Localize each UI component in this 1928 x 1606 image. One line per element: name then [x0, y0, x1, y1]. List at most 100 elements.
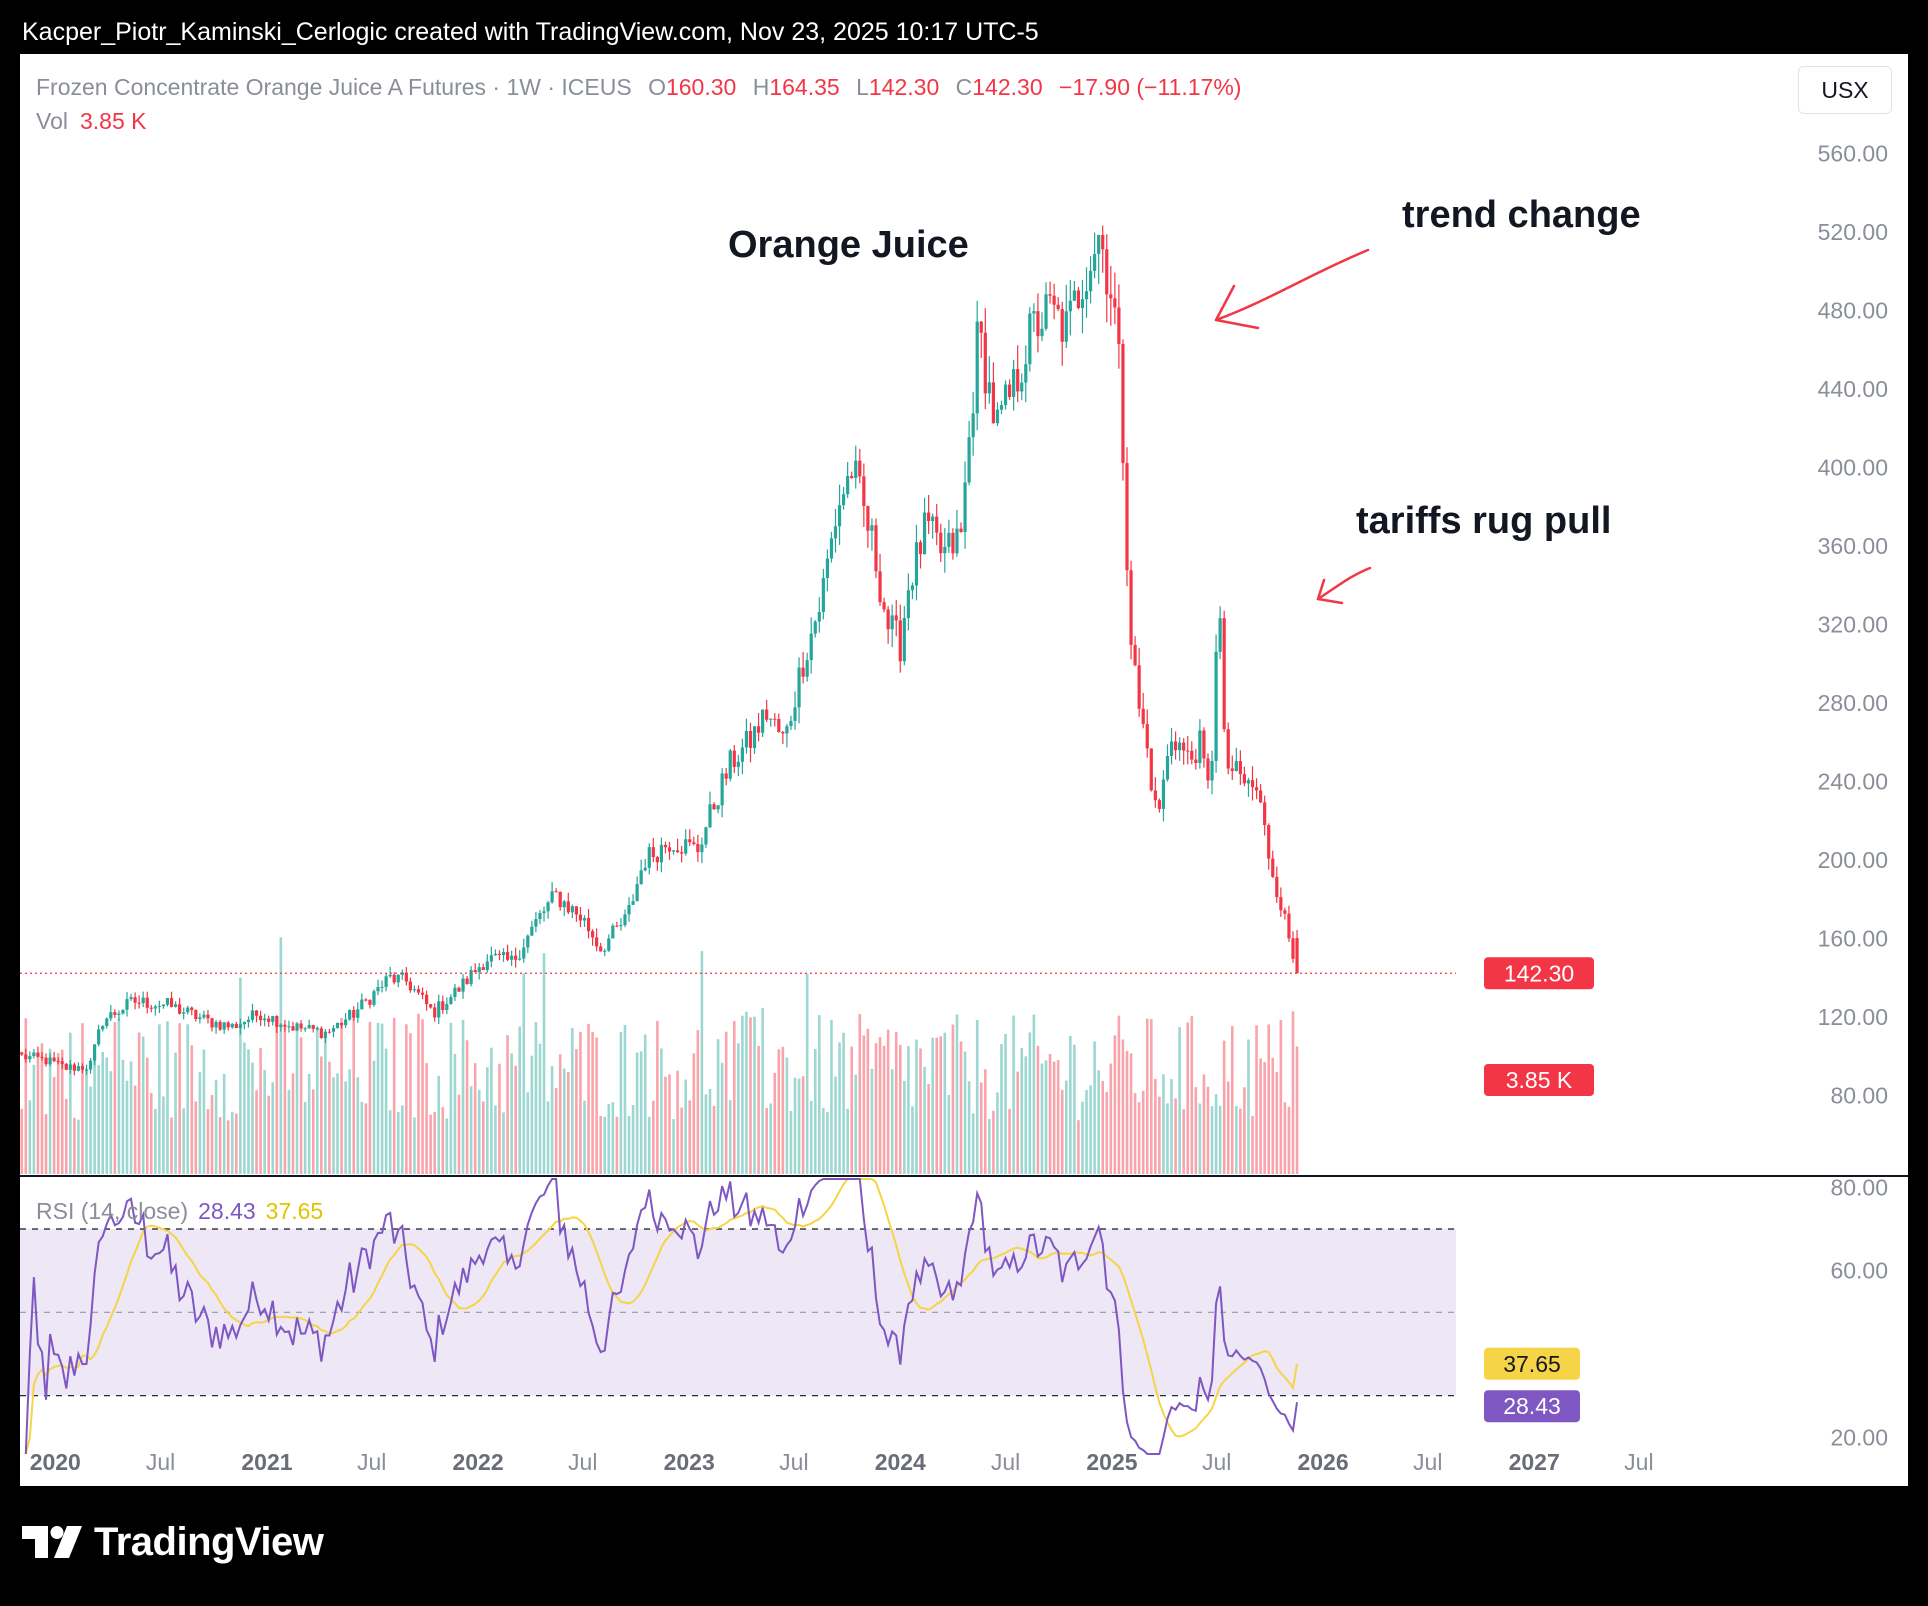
volume-bar: [1170, 1079, 1173, 1174]
candle: [1283, 907, 1287, 920]
candle-body: [323, 1031, 327, 1039]
candle: [291, 1021, 295, 1031]
candle: [307, 1019, 311, 1029]
rsi-pane[interactable]: 80.00 60.00 20.00 37.65 28.43: [20, 1174, 1888, 1455]
tradingview-logo[interactable]: TradingView: [22, 1520, 324, 1565]
candle: [906, 573, 910, 631]
volume-bar: [1097, 1070, 1100, 1174]
candle: [619, 918, 623, 931]
candle: [1295, 929, 1299, 974]
volume-bar: [73, 1117, 76, 1174]
volume-bar: [1036, 1045, 1040, 1174]
candle-body: [137, 1002, 141, 1004]
volume-bar: [243, 1042, 246, 1174]
candle-body: [975, 321, 979, 414]
candle: [299, 1020, 303, 1032]
volume-bar: [1004, 1033, 1007, 1174]
price-pane[interactable]: [20, 225, 1456, 1174]
volume-bar: [324, 1034, 327, 1174]
chart-frame[interactable]: 560.00 520.00 480.00 440.00 400.00 360.00 320.…: [20, 54, 1908, 1486]
candle: [870, 518, 874, 551]
candle: [1173, 731, 1178, 760]
volume-bar: [554, 1087, 558, 1174]
candle: [1210, 750, 1214, 795]
candle: [1007, 379, 1012, 400]
candle-body: [157, 1006, 161, 1008]
candle: [376, 979, 380, 996]
candle: [24, 1048, 28, 1063]
volume-bar: [409, 1033, 412, 1174]
volume-bar: [619, 1031, 623, 1174]
volume-bar: [202, 1049, 206, 1174]
volume-bar: [1056, 1060, 1060, 1174]
candle: [226, 1021, 230, 1031]
candle: [1036, 293, 1040, 353]
candle-body: [1032, 311, 1036, 314]
rsi-label[interactable]: RSI (14, close): [36, 1198, 189, 1224]
volume-bar: [728, 1100, 732, 1174]
candle: [817, 597, 821, 633]
volume-bar: [959, 1041, 963, 1174]
candle-body: [1214, 651, 1218, 761]
candle-body: [1036, 311, 1040, 337]
candle: [983, 308, 987, 410]
candle: [1242, 766, 1247, 787]
candle: [922, 497, 927, 555]
candle-body: [1161, 779, 1166, 809]
candle-body: [797, 667, 801, 708]
candle: [862, 463, 866, 528]
candle-body: [250, 1010, 255, 1020]
candle-body: [514, 955, 518, 960]
volume-bar: [182, 1108, 185, 1174]
time-tick-label: Jul: [779, 1449, 808, 1475]
price-tick-label: 400.00: [1818, 455, 1888, 481]
volume-bar: [1230, 1026, 1234, 1174]
volume-bar: [894, 1032, 898, 1174]
candle-body: [1198, 730, 1202, 764]
volume-bar: [652, 1100, 655, 1174]
volume-bar: [846, 1108, 849, 1174]
candle-body: [331, 1027, 336, 1032]
volume-bar: [1279, 1019, 1283, 1174]
volume-bar: [1133, 1093, 1137, 1174]
candle-body: [348, 1010, 352, 1020]
candle: [32, 1048, 36, 1059]
price-axis[interactable]: 560.00 520.00 480.00 440.00 400.00 360.00 320.…: [1484, 141, 1888, 1109]
volume-bar: [1275, 1072, 1279, 1174]
candle: [161, 1004, 166, 1009]
time-tick-label: 2020: [30, 1449, 81, 1475]
volume-bar: [1202, 1074, 1206, 1174]
chart-svg[interactable]: 560.00 520.00 480.00 440.00 400.00 360.00 320.…: [20, 54, 1908, 1486]
volume-bar: [1101, 1080, 1105, 1174]
volume-bar: [1052, 1061, 1056, 1174]
volume-label[interactable]: Vol: [36, 108, 68, 134]
candle: [1003, 380, 1008, 410]
candle-body: [376, 987, 380, 992]
volume-bar: [963, 1051, 967, 1174]
volume-bar: [376, 1022, 380, 1174]
candle-body: [461, 978, 465, 992]
volume-bar: [465, 1040, 469, 1174]
volume-bar: [1149, 1019, 1153, 1174]
currency-button[interactable]: USX: [1798, 66, 1892, 114]
candle: [93, 1044, 97, 1066]
volume-bar: [186, 1024, 190, 1174]
candle-body: [109, 1012, 113, 1019]
volume-bar: [174, 1052, 177, 1174]
volume-bar: [429, 1114, 432, 1174]
candle: [716, 805, 720, 814]
candle: [372, 989, 376, 1007]
candle-body: [635, 884, 639, 902]
candle: [105, 1017, 109, 1029]
candle: [562, 899, 566, 916]
volume-bar: [1109, 1063, 1113, 1174]
volume-bar: [117, 1018, 121, 1174]
volume-bar: [1178, 1026, 1181, 1174]
volume-bar: [765, 1107, 768, 1174]
volume-bar: [542, 953, 546, 1174]
time-axis[interactable]: 2020 Jul 2021 Jul 2022 Jul 2023 Jul 2024 Jul 2025 J…: [30, 1449, 1654, 1475]
volume-bar: [579, 1031, 582, 1174]
volume-bar: [716, 1039, 720, 1174]
volume-bar: [797, 1078, 801, 1174]
symbol-name[interactable]: Frozen Concentrate Orange Juice A Future…: [36, 74, 632, 100]
